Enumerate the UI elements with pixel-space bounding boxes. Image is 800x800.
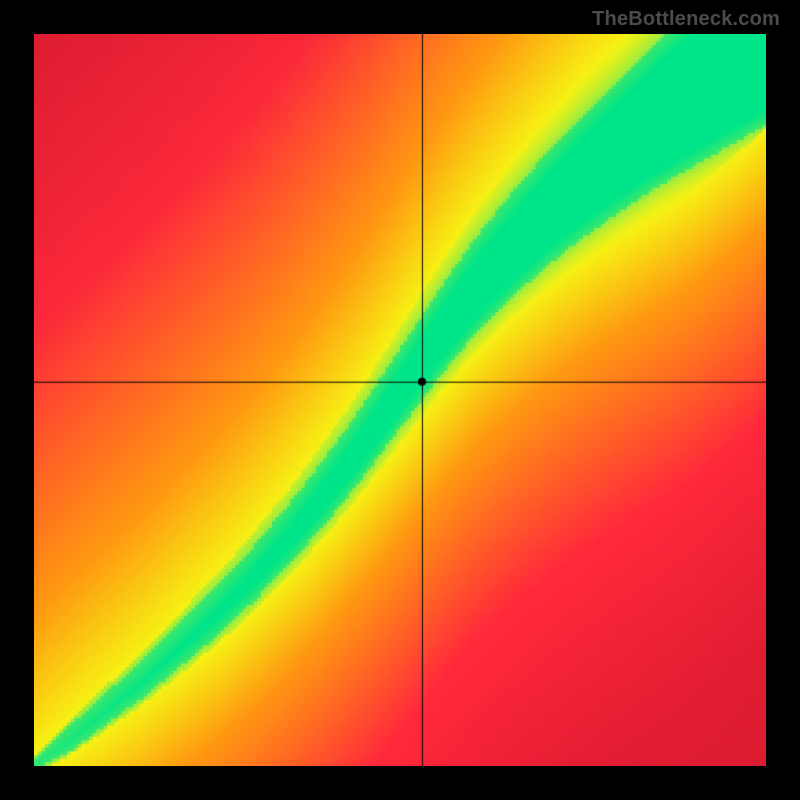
chart-container: TheBottleneck.com [0, 0, 800, 800]
watermark-text: TheBottleneck.com [592, 8, 780, 31]
bottleneck-heatmap [34, 34, 766, 766]
